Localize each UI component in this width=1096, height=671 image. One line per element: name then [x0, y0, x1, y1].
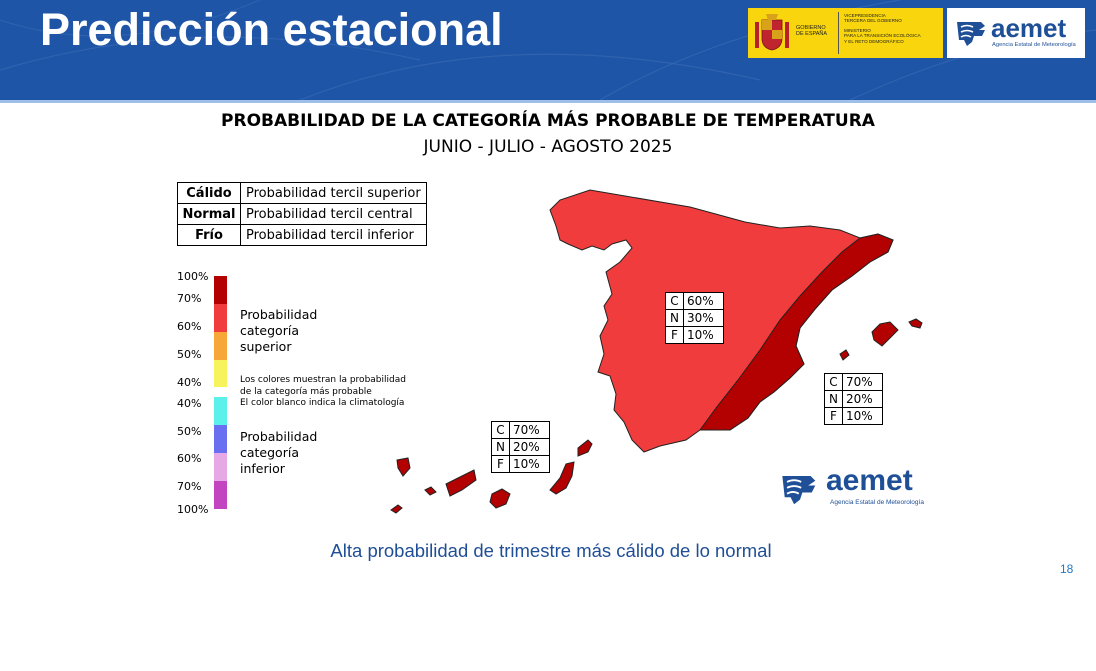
canary-la-gomera: [424, 486, 437, 496]
region-value: 30%: [683, 309, 724, 327]
map-title: PROBABILIDAD DE LA CATEGORÍA MÁS PROBABL…: [221, 111, 875, 131]
region-row: N 30%: [665, 309, 724, 327]
region-row: N 20%: [824, 390, 883, 408]
category-name: Frío: [177, 224, 241, 246]
scale-percent: 70%: [177, 292, 202, 305]
canary-el-hierro: [390, 504, 403, 514]
government-logo: GOBIERNO DE ESPAÑA VICEPRESIDENCIA TERCE…: [748, 8, 943, 58]
region-value: 60%: [683, 292, 724, 310]
scale-note: Los colores muestran la probabilidad de …: [240, 375, 406, 408]
coat-of-arms-icon: [752, 12, 792, 54]
region-key: N: [824, 390, 843, 408]
scale-swatch-upper-1: [214, 276, 227, 304]
region-key: C: [665, 292, 684, 310]
region-row: C 60%: [665, 292, 724, 310]
region-row: C 70%: [491, 421, 550, 439]
region-key: N: [665, 309, 684, 327]
region-row: C 70%: [824, 373, 883, 391]
region-table-interior: C 60% N 30% F 10%: [665, 292, 724, 344]
ministerio-text: VICEPRESIDENCIA TERCERA DEL GOBIERNO MIN…: [844, 13, 921, 44]
scale-swatch-upper-3: [214, 332, 227, 360]
scale-swatch-upper-2: [214, 304, 227, 332]
region-table-mediterranean: C 70% N 20% F 10%: [824, 373, 883, 425]
category-name: Normal: [177, 203, 241, 225]
aemet-subtitle: Agencia Estatal de Meteorología: [830, 499, 924, 506]
scale-percent: 40%: [177, 376, 202, 389]
region-key: F: [491, 455, 510, 473]
aemet-wordmark: aemet: [991, 13, 1067, 43]
header-underline: [0, 100, 1096, 103]
region-key: N: [491, 438, 510, 456]
region-value: 70%: [842, 373, 883, 391]
region-value: 20%: [509, 438, 550, 456]
category-row: Frío Probabilidad tercil inferior: [177, 224, 427, 246]
region-row: N 20%: [491, 438, 550, 456]
canary-gran-canaria: [489, 488, 511, 509]
scale-percent: 70%: [177, 480, 202, 493]
scale-swatch-upper-4: [214, 360, 227, 387]
page-number: 18: [1060, 562, 1074, 576]
scale-percent: 50%: [177, 348, 202, 361]
scale-swatch-lower-1: [214, 397, 227, 425]
scale-swatch-lower-4: [214, 481, 227, 509]
scale-percent: 50%: [177, 425, 202, 438]
header-banner: Predicción estacional GOBIERNO DE ESPAÑA…: [0, 0, 1096, 100]
map-subtitle: JUNIO - JULIO - AGOSTO 2025: [423, 137, 673, 157]
balearic-ibiza: [839, 349, 850, 361]
balearic-menorca: [908, 318, 923, 329]
region-value: 10%: [683, 326, 724, 344]
scale-percent: 100%: [177, 270, 209, 283]
scale-percent: 40%: [177, 397, 202, 410]
category-table: Cálido Probabilidad tercil superior Norm…: [177, 182, 427, 246]
region-row: F 10%: [824, 407, 883, 425]
summary-caption: Alta probabilidad de trimestre más cálid…: [330, 540, 772, 561]
scale-percent: 60%: [177, 452, 202, 465]
scale-percent: 100%: [177, 503, 209, 516]
lower-category-label: Probabilidad categoría inferior: [240, 429, 318, 476]
region-value: 10%: [842, 407, 883, 425]
region-key: F: [665, 326, 684, 344]
canary-lanzarote: [577, 439, 593, 457]
header-decoration: [0, 0, 1096, 100]
aemet-map-logo: aemet Agencia Estatal de Meteorología: [780, 464, 940, 512]
scale-swatch-lower-3: [214, 453, 227, 481]
category-description: Probabilidad tercil inferior: [240, 224, 427, 246]
scale-percent: 60%: [177, 320, 202, 333]
region-key: F: [824, 407, 843, 425]
scale-swatch-lower-2: [214, 425, 227, 453]
region-row: F 10%: [491, 455, 550, 473]
aemet-subtitle: Agencia Estatal de Meteorología: [992, 42, 1076, 48]
upper-category-label: Probabilidad categoría superior: [240, 307, 318, 354]
region-table-canarias: C 70% N 20% F 10%: [491, 421, 550, 473]
scale-swatch-neutral: [214, 387, 227, 397]
aemet-wordmark: aemet: [826, 464, 913, 497]
region-value: 70%: [509, 421, 550, 439]
region-row: F 10%: [665, 326, 724, 344]
gov-divider: [838, 12, 839, 54]
gobierno-text: GOBIERNO DE ESPAÑA: [796, 25, 828, 37]
page-title: Predicción estacional: [40, 4, 503, 55]
region-value: 10%: [509, 455, 550, 473]
canary-tenerife: [445, 469, 477, 497]
region-key: C: [824, 373, 843, 391]
mediterranean-region: [699, 233, 894, 431]
balearic-mallorca: [871, 321, 899, 347]
region-value: 20%: [842, 390, 883, 408]
category-name: Cálido: [177, 182, 241, 204]
aemet-header-logo: aemet Agencia Estatal de Meteorología: [947, 8, 1085, 58]
canary-la-palma: [396, 457, 411, 477]
aemet-emblem-icon: [782, 476, 816, 505]
canary-fuerteventura: [549, 461, 575, 495]
aemet-emblem-icon: [957, 22, 985, 46]
region-key: C: [491, 421, 510, 439]
